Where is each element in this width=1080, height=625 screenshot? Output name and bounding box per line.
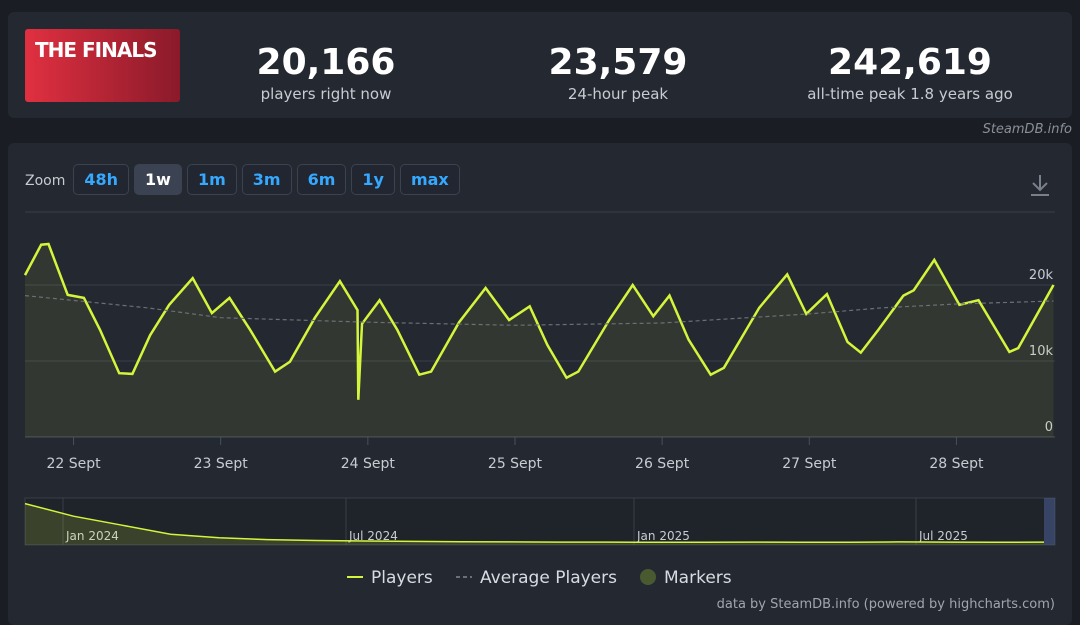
stat-label: players right now bbox=[260, 85, 392, 103]
stat-value: 20,166 bbox=[256, 42, 396, 83]
watermark: SteamDB.info bbox=[982, 122, 1072, 137]
navigator bbox=[24, 497, 1056, 546]
stat-label: all-time peak 1.8 years ago bbox=[807, 85, 1013, 103]
x-tick-label: 27 Sept bbox=[782, 456, 837, 472]
navigator-handle[interactable] bbox=[1044, 498, 1055, 545]
legend-label: Average Players bbox=[480, 568, 617, 588]
zoom-label: Zoom bbox=[25, 173, 66, 189]
series-area bbox=[25, 243, 1054, 437]
x-tick-label: 28 Sept bbox=[929, 456, 984, 472]
zoom-button[interactable]: 1m bbox=[186, 164, 237, 195]
stat-value: 23,579 bbox=[548, 42, 688, 83]
stat: 242,619 all-time peak 1.8 years ago bbox=[780, 42, 1040, 103]
download-icon bbox=[1031, 175, 1049, 196]
series-line bbox=[24, 295, 1054, 326]
navigator-label: Jul 2024 bbox=[348, 529, 398, 543]
zoom-button[interactable]: 1y bbox=[351, 164, 395, 195]
navigator-label: Jan 2024 bbox=[65, 529, 119, 543]
legend-label: Players bbox=[371, 568, 433, 588]
credit: data by SteamDB.info (powered by highcha… bbox=[717, 597, 1055, 612]
legend-label: Markers bbox=[664, 568, 732, 588]
y-tick-label: 20k bbox=[1029, 268, 1054, 283]
game-logo: THE FINALS bbox=[25, 29, 180, 102]
zoom-button[interactable]: 1w bbox=[134, 164, 182, 195]
x-tick-label: 25 Sept bbox=[488, 456, 543, 472]
zoom-button[interactable]: 6m bbox=[296, 164, 347, 195]
stat: 20,166 players right now bbox=[196, 42, 456, 103]
navigator-label: Jul 2025 bbox=[918, 529, 968, 543]
stat-value: 242,619 bbox=[828, 42, 992, 83]
legend-item[interactable]: Average Players bbox=[456, 568, 617, 588]
y-tick-label: 10k bbox=[1029, 344, 1054, 359]
zoom-bar: Zoom 48h 1w 1m 3m 6m 1y max bbox=[25, 164, 465, 195]
navigator-line bbox=[24, 502, 1045, 544]
zoom-button[interactable]: 3m bbox=[241, 164, 292, 195]
stats-card: THE FINALS 20,166 players right now 23,57… bbox=[8, 12, 1072, 118]
legend-symbol bbox=[640, 569, 656, 585]
legend-item[interactable]: Players bbox=[347, 568, 433, 588]
navigator-labels: Jan 2024 Jul 2024 Jan 2025 Jul 2025 bbox=[62, 498, 968, 545]
stat-label: 24-hour peak bbox=[567, 85, 669, 103]
navigator-label: Jan 2025 bbox=[636, 529, 690, 543]
zoom-button[interactable]: 48h bbox=[73, 164, 130, 195]
x-tick-label: 22 Sept bbox=[46, 456, 101, 472]
zoom-button[interactable]: max bbox=[399, 164, 460, 195]
navigator-area bbox=[25, 503, 1044, 545]
x-tick-label: 26 Sept bbox=[635, 456, 690, 472]
x-tick-label: 23 Sept bbox=[194, 456, 249, 472]
y-tick-label: 0 bbox=[1045, 420, 1053, 435]
legend-item[interactable]: Markers bbox=[640, 568, 732, 588]
stat: 23,579 24-hour peak bbox=[488, 42, 748, 103]
x-tick-label: 24 Sept bbox=[341, 456, 396, 472]
